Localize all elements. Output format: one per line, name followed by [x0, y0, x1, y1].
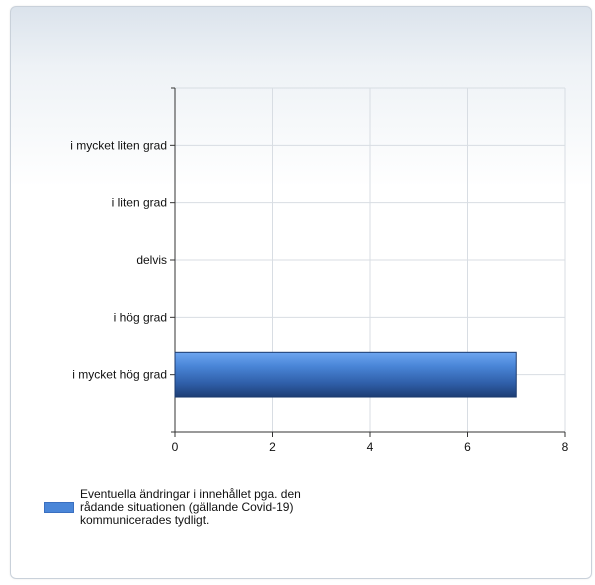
y-tick-label: i mycket liten grad	[70, 138, 167, 152]
y-tick-label: delvis	[136, 253, 167, 267]
x-tick-label: 8	[562, 440, 569, 454]
bars	[174, 351, 517, 398]
x-tick-label: 4	[367, 440, 374, 454]
x-tick-label: 2	[269, 440, 276, 454]
x-tick-label: 6	[464, 440, 471, 454]
y-tick-label: i hög grad	[114, 310, 167, 324]
tick-labels: 0 2 4 6 8 i mycket liten grad i liten grad delv…	[70, 138, 568, 454]
legend-swatch	[44, 502, 74, 513]
bar	[174, 351, 517, 398]
legend: Eventuella ändringar i innehållet pga. d…	[44, 488, 334, 527]
chart-panel	[10, 6, 592, 579]
x-tick-label: 0	[172, 440, 179, 454]
legend-label: Eventuella ändringar i innehållet pga. d…	[80, 487, 301, 527]
y-tick-label: i mycket hög grad	[72, 368, 167, 382]
y-tick-label: i liten grad	[112, 196, 167, 210]
